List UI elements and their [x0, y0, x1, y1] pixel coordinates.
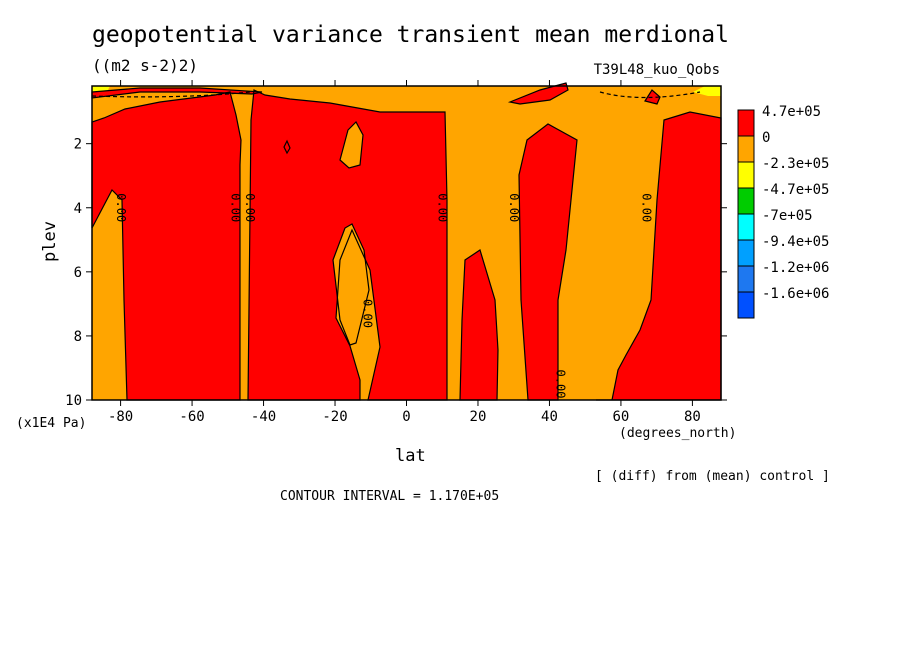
contour-label: 0.00 — [554, 370, 568, 399]
low-region-1 — [340, 122, 363, 168]
contour-label: 0.00 — [507, 193, 521, 222]
positive-region-3 — [460, 250, 498, 400]
negative-region-2 — [92, 86, 110, 92]
contour-line-9 — [339, 121, 364, 169]
y-scale-label: (x1E4 Pa) — [16, 416, 87, 431]
legend-swatch — [737, 135, 755, 163]
legend-label: -7e+05 — [762, 208, 813, 224]
contour-line-4 — [518, 123, 578, 401]
x-tick-label: 40 — [541, 409, 558, 425]
legend-label: -2.3e+05 — [762, 156, 829, 172]
contour-label: 0.00 — [436, 193, 450, 222]
positive-region-1 — [92, 92, 241, 400]
contour-fills — [92, 83, 721, 400]
y-tick-label: 8 — [74, 329, 82, 345]
legend-label: -1.2e+06 — [762, 260, 829, 276]
legend-swatch — [737, 187, 755, 215]
x-tick-label: -40 — [251, 409, 276, 425]
x-tick-label: 80 — [684, 409, 701, 425]
positive-region-8 — [92, 88, 262, 98]
x-units-label: (degrees_north) — [619, 426, 737, 441]
y-tick-label: 2 — [74, 137, 82, 153]
positive-region-7 — [645, 90, 660, 104]
x-tick-label: 60 — [613, 409, 630, 425]
x-tick-label: -20 — [322, 409, 347, 425]
legend-swatch — [737, 213, 755, 241]
contour-line-7 — [644, 89, 661, 105]
positive-region-4 — [519, 124, 577, 400]
y-axis-ticks: 2 4 6 8 10 — [65, 137, 727, 409]
positive-region-2 — [248, 90, 447, 400]
negative-region-1 — [693, 86, 721, 96]
x-tick-label: 20 — [470, 409, 487, 425]
dashed-contour-line — [91, 91, 701, 99]
legend-swatch — [737, 239, 755, 267]
color-legend: 4.7e+05 0 -2.3e+05 -4.7e+05 -7e+05 -9.4e+05 -1… — [737, 104, 829, 319]
contour-label: 0.00 — [243, 193, 257, 222]
y-tick-label: 4 — [74, 201, 82, 217]
contour-label: 0.00 — [228, 193, 242, 222]
y-tick-label: 6 — [74, 265, 82, 281]
contour-line-6 — [507, 82, 569, 105]
contour-label: 0.00 — [114, 193, 128, 222]
legend-label: -1.6e+06 — [762, 286, 829, 302]
positive-region-5 — [596, 112, 721, 400]
diff-note: [ (diff) from (mean) control ] — [595, 469, 830, 484]
small-contour-line — [283, 139, 291, 155]
contour-line-1 — [91, 91, 242, 401]
legend-swatch — [737, 265, 755, 293]
run-label: T39L48_kuo_Qobs — [593, 62, 720, 78]
legend-swatch — [737, 161, 755, 189]
contour-line-10 — [332, 223, 370, 346]
contour-label: 0.00 — [639, 193, 653, 222]
y-axis-label: plev — [40, 221, 60, 262]
contour-interval: CONTOUR INTERVAL = 1.170E+05 — [280, 489, 500, 504]
x-tick-label: 0 — [402, 409, 410, 425]
x-axis-ticks: -80 -60 -40 -20 0 20 40 60 80 — [108, 80, 701, 425]
positive-region-6 — [510, 83, 568, 104]
y-tick-label: 10 — [65, 393, 82, 409]
legend-swatch — [737, 109, 755, 137]
x-tick-label: -80 — [108, 409, 133, 425]
legend-swatch — [737, 291, 755, 319]
chart-title: geopotential variance transient mean mer… — [92, 22, 729, 48]
legend-label: 0 — [762, 130, 770, 146]
legend-label: 4.7e+05 — [762, 104, 821, 120]
chart-units: ((m2 s-2)2) — [92, 56, 198, 75]
contour-label: 0.00 — [361, 299, 375, 328]
x-axis-label: lat — [395, 446, 426, 466]
x-tick-label: -60 — [179, 409, 204, 425]
legend-label: -4.7e+05 — [762, 182, 829, 198]
contour-labels: 0.00 0.00 0.000.000.00 0.000.000.00 — [114, 193, 653, 398]
legend-label: -9.4e+05 — [762, 234, 829, 250]
